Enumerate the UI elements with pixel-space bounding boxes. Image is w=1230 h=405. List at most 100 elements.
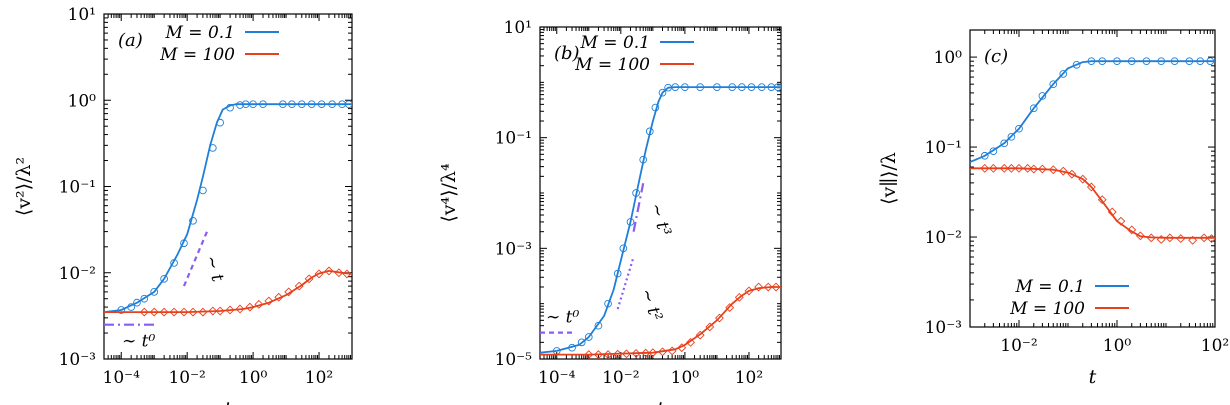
data-point (763, 282, 773, 292)
data-point (584, 350, 594, 359)
data-point (1185, 57, 1194, 66)
y-tick-label: 10⁻¹ (925, 138, 962, 158)
y-axis-label: ⟨v²⟩/λ² (13, 157, 35, 216)
data-point (198, 307, 208, 317)
data-point (744, 286, 754, 296)
guide-annotation: ∼ t⁰ (546, 308, 579, 328)
guide-annotation: ∼ t² (636, 286, 666, 324)
data-point (648, 348, 658, 358)
data-point (639, 155, 648, 164)
data-point (1067, 169, 1077, 179)
data-point (1142, 57, 1151, 66)
data-point (307, 100, 316, 109)
data-point (667, 346, 677, 356)
y-tick-label: 10⁰ (934, 48, 963, 68)
data-point (622, 349, 631, 359)
data-point (1116, 216, 1126, 226)
data-point (1072, 60, 1081, 69)
data-point (1058, 166, 1068, 176)
x-tick-label: 10² (1201, 336, 1229, 356)
data-point (1113, 57, 1121, 66)
data-point (658, 347, 667, 357)
data-point (1037, 164, 1047, 174)
data-point (1207, 234, 1215, 244)
x-tick-label: 10⁻² (1000, 336, 1037, 356)
data-point (249, 100, 257, 109)
chart-panel-3: 10⁻² 10⁰ 10² 10⁻³ 10⁻² 10⁻¹ 10⁰ t ⟨v∥⟩/λ (c) M = 0… (878, 29, 1229, 388)
data-point (696, 83, 705, 91)
x-tick-label: 10² (735, 368, 763, 388)
data-point (208, 306, 218, 316)
data-point (140, 294, 149, 303)
data-point (235, 304, 245, 314)
data-point (297, 100, 306, 109)
data-point (1029, 164, 1039, 174)
data-point (577, 338, 586, 347)
y-tick-label: 10⁻¹ (59, 178, 96, 198)
data-point (324, 266, 334, 276)
data-point (1038, 92, 1047, 100)
data-point (734, 292, 744, 302)
data-point (225, 305, 235, 315)
y-tick-label: 10⁻² (925, 228, 962, 248)
data-point (1023, 163, 1033, 173)
data-point (1196, 57, 1205, 66)
data-point (671, 83, 680, 91)
data-point (641, 348, 651, 358)
data-point (334, 268, 344, 278)
data-point (279, 100, 287, 109)
y-tick-label: 10⁻³ (59, 350, 96, 370)
data-point (626, 218, 635, 226)
data-point (284, 287, 294, 297)
data-point (226, 103, 234, 112)
series-line-1 (540, 86, 781, 354)
data-point (754, 282, 764, 292)
data-point (1098, 57, 1107, 66)
data-point (304, 274, 314, 284)
data-point (317, 100, 326, 109)
data-point (180, 239, 188, 248)
data-point (1015, 124, 1023, 133)
legend-label: M = 100 (159, 45, 235, 65)
data-point (1006, 163, 1016, 173)
data-point (725, 303, 735, 313)
chart-panel-1: 10⁻⁴ 10⁻² 10⁰ 10² 10⁻³ 10⁻² 10⁻¹ 10⁰ 10¹ t ⟨v²⟩/λ²… (13, 5, 353, 405)
x-axis-label: t (224, 398, 232, 405)
data-point (117, 306, 126, 314)
panel-label: (a) (118, 30, 143, 51)
data-point (264, 296, 274, 306)
data-point (632, 189, 640, 197)
data-point (1014, 163, 1024, 173)
data-point (584, 333, 593, 341)
chart-panel-2: 10⁻⁴ 10⁻² 10⁰ 10² 10⁻⁵ 10⁻³ 10⁻¹ 10¹ t ⟨v⁴⟩/λ⁴ (b)… (438, 18, 782, 405)
data-point (245, 302, 255, 312)
data-point (715, 313, 724, 323)
data-point (215, 306, 225, 316)
data-point (619, 244, 628, 253)
series-line-1 (970, 60, 1215, 163)
data-point (774, 83, 781, 91)
data-point (1165, 233, 1175, 243)
data-point (999, 163, 1009, 173)
data-point (1007, 132, 1016, 141)
data-point (1087, 57, 1096, 66)
data-point (188, 307, 198, 317)
series-line-2 (104, 270, 352, 313)
x-tick-label: 10⁻² (602, 368, 639, 388)
data-point (254, 299, 264, 309)
data-point (189, 216, 197, 225)
data-point (651, 103, 660, 112)
data-point (149, 307, 159, 317)
legend-label: M = 0.1 (580, 33, 651, 53)
y-tick-label: 10⁻² (59, 264, 96, 284)
data-point (170, 259, 178, 267)
data-point (1188, 235, 1198, 245)
x-tick-label: 10⁰ (671, 368, 700, 388)
data-point (631, 349, 641, 358)
panel-label: (c) (984, 46, 1008, 67)
data-point (594, 321, 603, 330)
data-point (1199, 233, 1209, 243)
data-point (980, 151, 989, 160)
data-point (1059, 70, 1068, 78)
